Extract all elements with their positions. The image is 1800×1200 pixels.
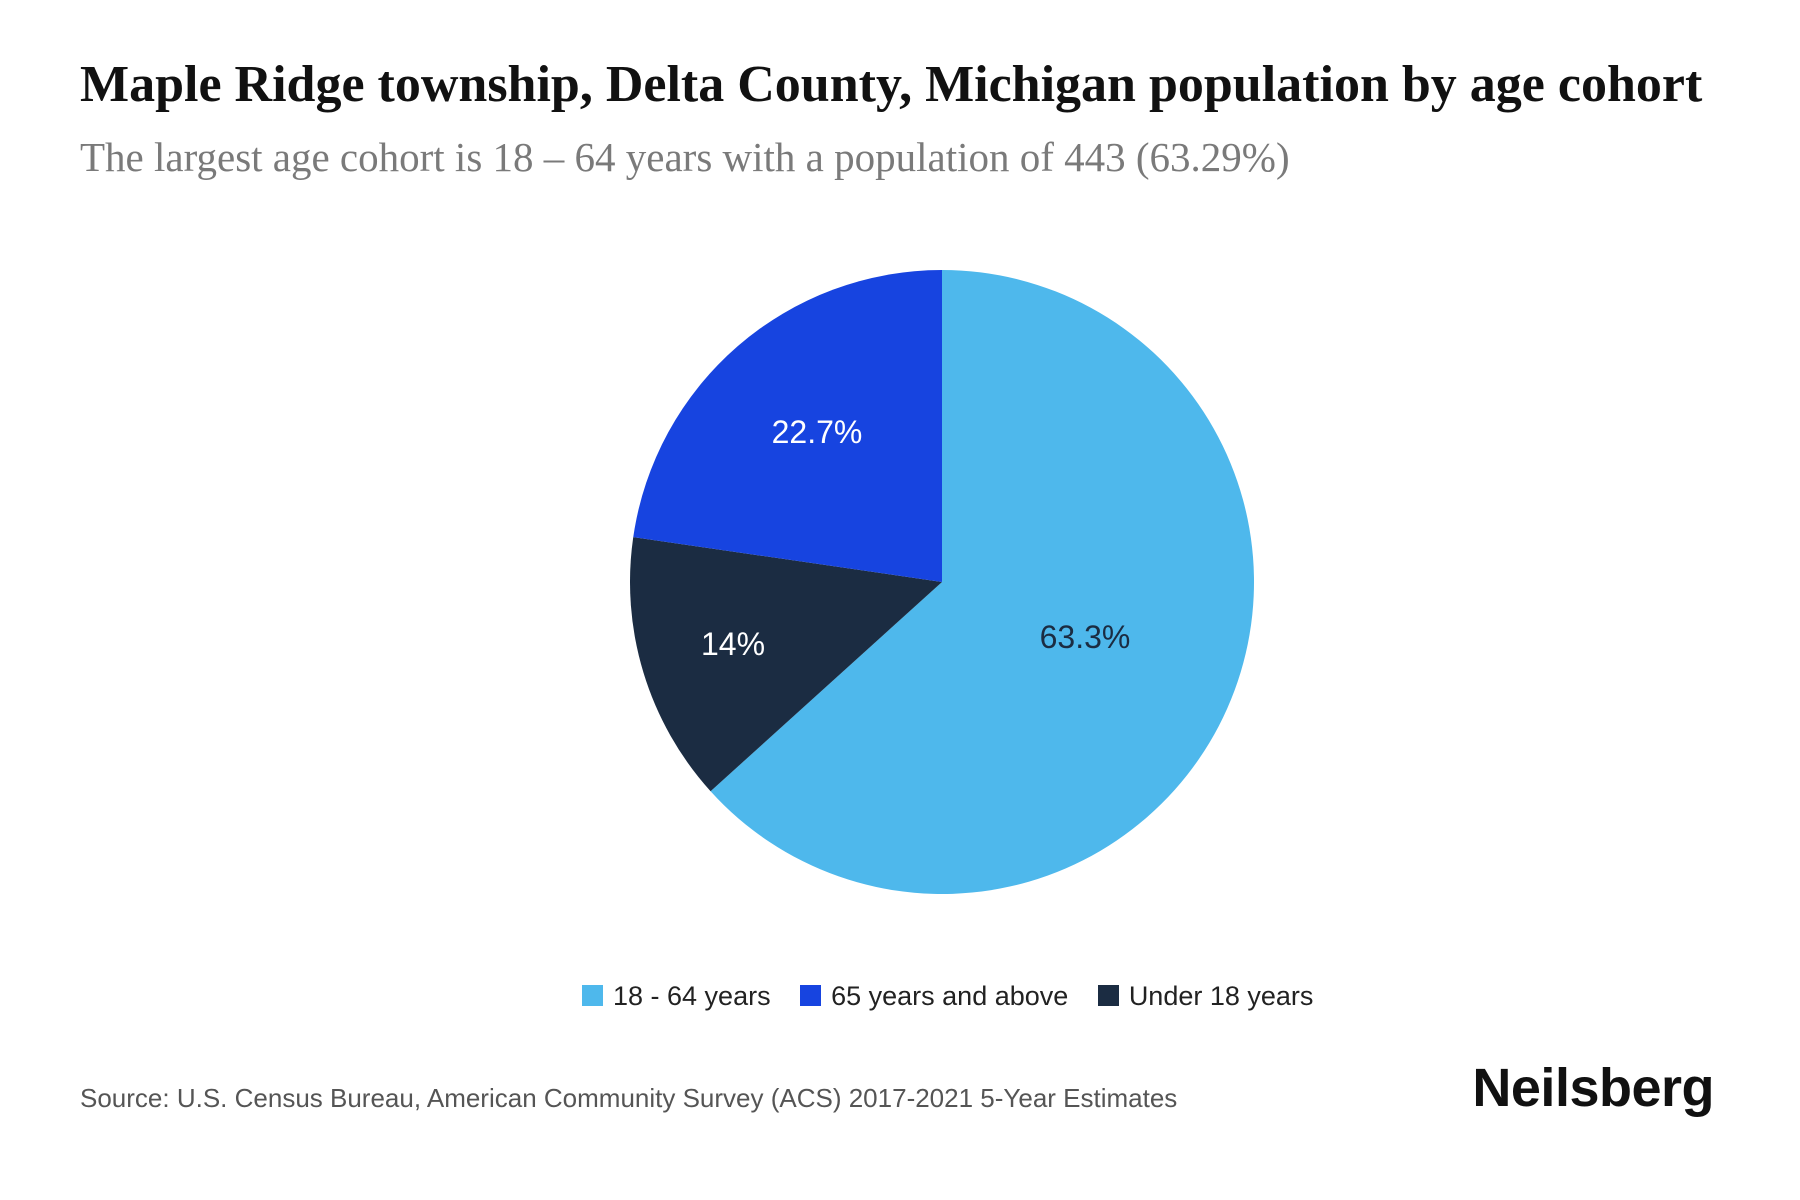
svg-text:63.3%: 63.3%	[1040, 619, 1131, 655]
svg-text:14%: 14%	[701, 626, 765, 662]
svg-text:22.7%: 22.7%	[772, 414, 863, 450]
